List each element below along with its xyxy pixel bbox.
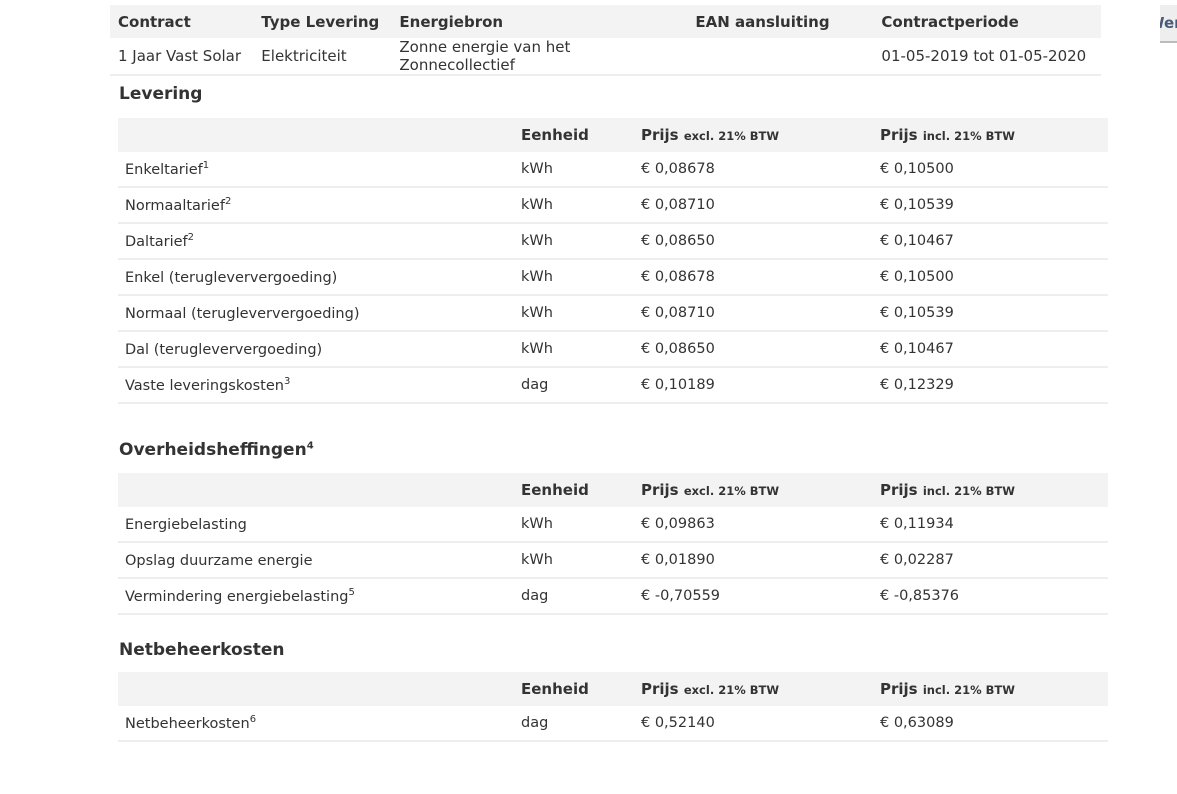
- row-incl: € 0,63089: [873, 706, 1108, 742]
- row-excl: € 0,52140: [634, 706, 873, 742]
- col-incl: Prijs incl. 21% BTW: [873, 672, 1108, 706]
- row-incl: € 0,10500: [873, 259, 1108, 296]
- contract-table: Contract Type Levering Energiebron EAN a…: [110, 5, 1101, 76]
- row-incl: € 0,02287: [873, 542, 1108, 579]
- col-excl: Prijs excl. 21% BTW: [634, 672, 873, 706]
- row-incl: € 0,10467: [873, 223, 1108, 260]
- row-incl: € 0,10539: [873, 187, 1108, 224]
- table-row: 1 Jaar Vast Solar Elektriciteit Zonne en…: [110, 38, 1101, 76]
- price-table: Eenheid Prijs excl. 21% BTW Prijs incl. …: [118, 672, 1108, 742]
- table-row: Vermindering energiebelasting5 dag € -0,…: [118, 578, 1108, 615]
- table-row: Netbeheerkosten6 dag € 0,52140 € 0,63089: [118, 706, 1108, 742]
- row-incl: € 0,12329: [873, 367, 1108, 404]
- row-excl: € 0,08678: [634, 259, 873, 296]
- row-label: Energiebelasting: [118, 507, 514, 543]
- row-unit: kWh: [514, 223, 634, 260]
- col-incl: Prijs incl. 21% BTW: [873, 473, 1108, 507]
- row-label: Vaste leveringskosten3: [118, 367, 514, 404]
- cell: 01-05-2019 tot 01-05-2020: [873, 38, 1101, 76]
- table-row: Enkeltarief1 kWh € 0,08678 € 0,10500: [118, 152, 1108, 188]
- table-row: Vaste leveringskosten3 dag € 0,10189 € 0…: [118, 367, 1108, 404]
- row-incl: € 0,11934: [873, 507, 1108, 543]
- section-title: Netbeheerkosten: [119, 640, 285, 660]
- section-title: Overheidsheffingen4: [119, 440, 314, 460]
- row-unit: dag: [514, 578, 634, 615]
- section-title: Levering: [119, 84, 203, 104]
- row-excl: € -0,70559: [634, 578, 873, 615]
- price-table: Eenheid Prijs excl. 21% BTW Prijs incl. …: [118, 118, 1108, 404]
- row-incl: € -0,85376: [873, 578, 1108, 615]
- table-row: Opslag duurzame energie kWh € 0,01890 € …: [118, 542, 1108, 579]
- side-button[interactable]: Werking: [1160, 5, 1177, 43]
- row-label: Enkel (terugleververgoeding): [118, 259, 514, 296]
- cell: [687, 38, 874, 76]
- row-excl: € 0,10189: [634, 367, 873, 404]
- col-unit: Eenheid: [514, 473, 634, 507]
- cell: Zonne energie van het Zonnecollectief: [391, 38, 688, 76]
- col-excl: Prijs excl. 21% BTW: [634, 473, 873, 507]
- row-label: Vermindering energiebelasting5: [118, 578, 514, 615]
- row-unit: dag: [514, 367, 634, 404]
- row-unit: kWh: [514, 542, 634, 579]
- row-label: Daltarief2: [118, 223, 514, 260]
- row-unit: dag: [514, 706, 634, 742]
- col-unit: Eenheid: [514, 672, 634, 706]
- row-label: Opslag duurzame energie: [118, 542, 514, 579]
- row-excl: € 0,01890: [634, 542, 873, 579]
- row-excl: € 0,08650: [634, 331, 873, 368]
- table-row: Enkel (terugleververgoeding) kWh € 0,086…: [118, 259, 1108, 296]
- row-unit: kWh: [514, 507, 634, 543]
- row-label: Enkeltarief1: [118, 152, 514, 188]
- row-label: Dal (terugleververgoeding): [118, 331, 514, 368]
- table-row: Daltarief2 kWh € 0,08650 € 0,10467: [118, 223, 1108, 260]
- row-label: Netbeheerkosten6: [118, 706, 514, 742]
- row-excl: € 0,08678: [634, 152, 873, 188]
- row-unit: kWh: [514, 259, 634, 296]
- cell: 1 Jaar Vast Solar: [110, 38, 254, 76]
- col-type: Type Levering: [253, 5, 392, 38]
- row-label: Normaal (terugleververgoeding): [118, 295, 514, 332]
- table-row: Normaaltarief2 kWh € 0,08710 € 0,10539: [118, 187, 1108, 224]
- row-excl: € 0,08710: [634, 187, 873, 224]
- table-row: Normaal (terugleververgoeding) kWh € 0,0…: [118, 295, 1108, 332]
- col-incl: Prijs incl. 21% BTW: [873, 118, 1108, 152]
- row-unit: kWh: [514, 331, 634, 368]
- price-table: Eenheid Prijs excl. 21% BTW Prijs incl. …: [118, 473, 1108, 615]
- row-incl: € 0,10467: [873, 331, 1108, 368]
- row-label: Normaaltarief2: [118, 187, 514, 224]
- row-unit: kWh: [514, 187, 634, 224]
- row-incl: € 0,10539: [873, 295, 1108, 332]
- row-incl: € 0,10500: [873, 152, 1108, 188]
- row-excl: € 0,08710: [634, 295, 873, 332]
- cell: Elektriciteit: [253, 38, 392, 76]
- col-ean: EAN aansluiting: [687, 5, 874, 38]
- row-excl: € 0,09863: [634, 507, 873, 543]
- row-unit: kWh: [514, 295, 634, 332]
- col-periode: Contractperiode: [873, 5, 1101, 38]
- col-contract: Contract: [110, 5, 254, 38]
- row-excl: € 0,08650: [634, 223, 873, 260]
- table-row: Dal (terugleververgoeding) kWh € 0,08650…: [118, 331, 1108, 368]
- table-row: Energiebelasting kWh € 0,09863 € 0,11934: [118, 507, 1108, 543]
- row-unit: kWh: [514, 152, 634, 188]
- col-excl: Prijs excl. 21% BTW: [634, 118, 873, 152]
- col-unit: Eenheid: [514, 118, 634, 152]
- col-energiebron: Energiebron: [391, 5, 688, 38]
